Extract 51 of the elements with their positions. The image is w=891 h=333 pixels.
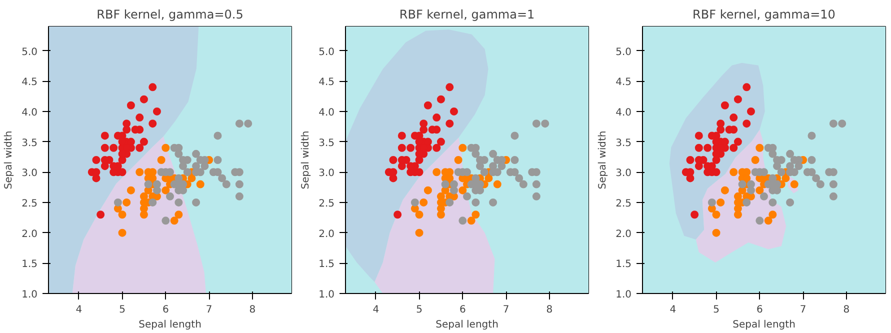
y-tick-label: 5.0 bbox=[318, 46, 335, 58]
y-axis-title: Sepal width bbox=[598, 130, 609, 190]
x-tick-label: 8 bbox=[249, 304, 256, 316]
x-axis-title: Sepal length bbox=[732, 320, 796, 330]
x-tick-label: 5 bbox=[416, 304, 422, 316]
y-tick-label: 3.0 bbox=[22, 168, 38, 180]
x-tick-label: 4 bbox=[670, 304, 676, 316]
x-tick-label: 6 bbox=[459, 304, 466, 316]
y-tick-label: 1.0 bbox=[616, 290, 632, 300]
x-tick-label: 5 bbox=[713, 304, 720, 316]
y-tick-label: 1.5 bbox=[616, 259, 632, 270]
y-tick-label: 4.5 bbox=[616, 77, 632, 88]
y-tick-label: 2.5 bbox=[318, 198, 335, 210]
x-tick-label: 7 bbox=[502, 304, 510, 316]
x-tick-label: 6 bbox=[756, 304, 763, 316]
y-tick-label: 1.0 bbox=[22, 290, 38, 300]
chart-title: RBF kernel, gamma=1 bbox=[399, 8, 535, 22]
y-tick-label: 2.5 bbox=[616, 198, 632, 210]
x-tick-label: 8 bbox=[546, 304, 553, 316]
y-tick-label: 3.5 bbox=[318, 138, 335, 149]
y-axis-title: Sepal width bbox=[300, 130, 312, 190]
y-tick-label: 3.0 bbox=[616, 168, 632, 180]
y-tick-label: 4.5 bbox=[22, 77, 38, 88]
x-axis-title: Sepal length bbox=[436, 320, 498, 330]
y-tick-label: 3.0 bbox=[318, 168, 335, 180]
y-tick-label: 4.0 bbox=[22, 107, 38, 118]
x-axis-title: Sepal length bbox=[138, 320, 202, 330]
y-tick-label: 2.0 bbox=[318, 228, 335, 240]
x-tick-label: 5 bbox=[119, 304, 126, 316]
y-axis-title: Sepal width bbox=[4, 130, 15, 190]
y-tick-label: 5.0 bbox=[22, 46, 38, 58]
y-tick-label: 2.0 bbox=[22, 228, 38, 240]
y-tick-label: 3.5 bbox=[22, 138, 38, 149]
x-tick-label: 6 bbox=[162, 304, 169, 316]
y-tick-label: 2.5 bbox=[22, 198, 38, 210]
y-tick-label: 3.5 bbox=[616, 138, 632, 149]
y-tick-label: 4.0 bbox=[318, 107, 335, 118]
y-tick-label: 2.0 bbox=[616, 228, 632, 240]
x-tick-label: 7 bbox=[800, 304, 806, 316]
x-tick-label: 8 bbox=[843, 304, 850, 316]
chart-title: RBF kernel, gamma=10 bbox=[692, 8, 836, 22]
x-tick-label: 7 bbox=[206, 304, 212, 316]
y-tick-label: 4.0 bbox=[616, 107, 632, 118]
y-tick-label: 4.5 bbox=[318, 77, 335, 88]
y-tick-label: 1.0 bbox=[318, 290, 335, 300]
y-tick-label: 1.5 bbox=[318, 259, 335, 270]
x-tick-label: 4 bbox=[372, 304, 380, 316]
y-tick-label: 5.0 bbox=[616, 46, 632, 58]
y-tick-label: 1.5 bbox=[22, 259, 38, 270]
chart-title: RBF kernel, gamma=0.5 bbox=[96, 8, 244, 22]
x-tick-label: 4 bbox=[76, 304, 82, 316]
